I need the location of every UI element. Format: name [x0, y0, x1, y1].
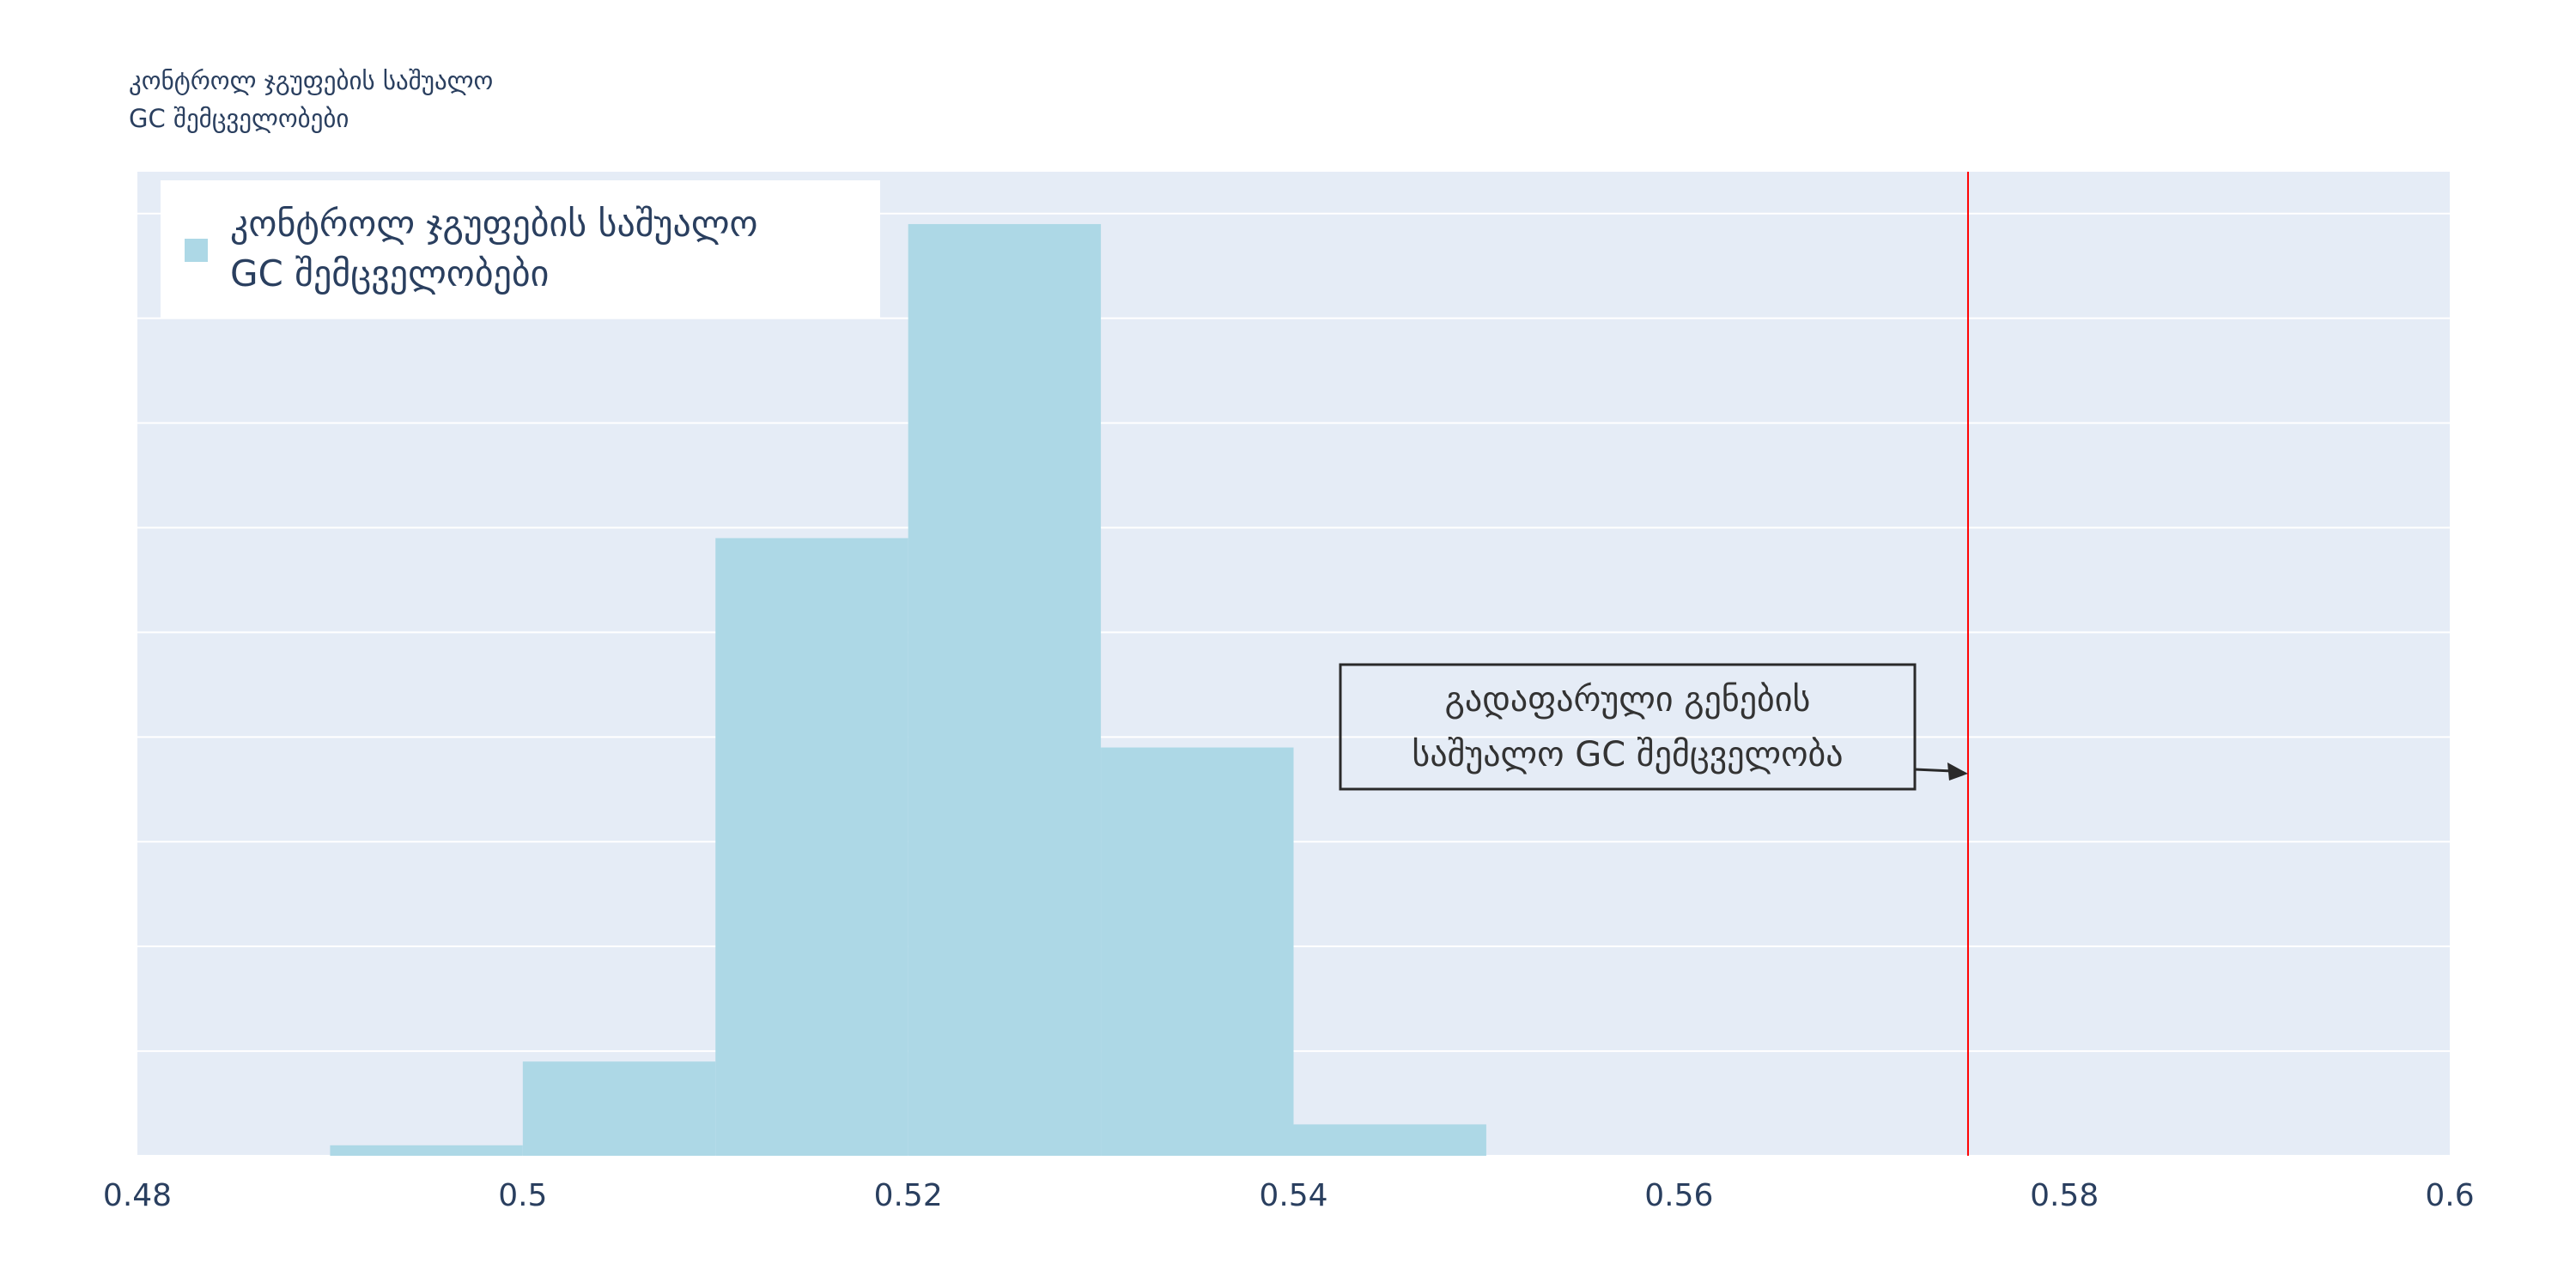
- legend-box: [161, 180, 880, 318]
- legend-entry: კონტროლ ჯგუფების საშუალო GC შემცველობები: [230, 203, 758, 295]
- annotation-arrowhead: [1947, 762, 1968, 781]
- chart-corner-label: კონტროლ ჯგუფების საშუალო GC შემცველობები: [129, 66, 494, 133]
- x-tick-label: 0.56: [1644, 1178, 1713, 1213]
- x-tick-label: 0.52: [874, 1178, 943, 1213]
- histogram-bar: [1293, 1124, 1486, 1156]
- x-tick-label: 0.5: [498, 1178, 547, 1213]
- histogram-bar: [908, 223, 1102, 1156]
- histogram-bar: [522, 1061, 716, 1156]
- x-tick-label: 0.48: [103, 1178, 172, 1213]
- histogram-bar: [715, 538, 908, 1156]
- histogram-bar: [330, 1145, 523, 1156]
- x-tick-label: 0.58: [2030, 1178, 2099, 1213]
- annotation-box: [1339, 663, 1917, 791]
- histogram-bar: [1101, 747, 1294, 1156]
- legend-swatch: [185, 239, 208, 262]
- annotation-arrow-line: [1914, 768, 1953, 773]
- x-tick-label: 0.54: [1259, 1178, 1327, 1213]
- x-tick-label: 0.6: [2425, 1178, 2474, 1213]
- annotation-text: გადაფარული გენების საშუალო GC შემცველობა: [1412, 680, 1843, 775]
